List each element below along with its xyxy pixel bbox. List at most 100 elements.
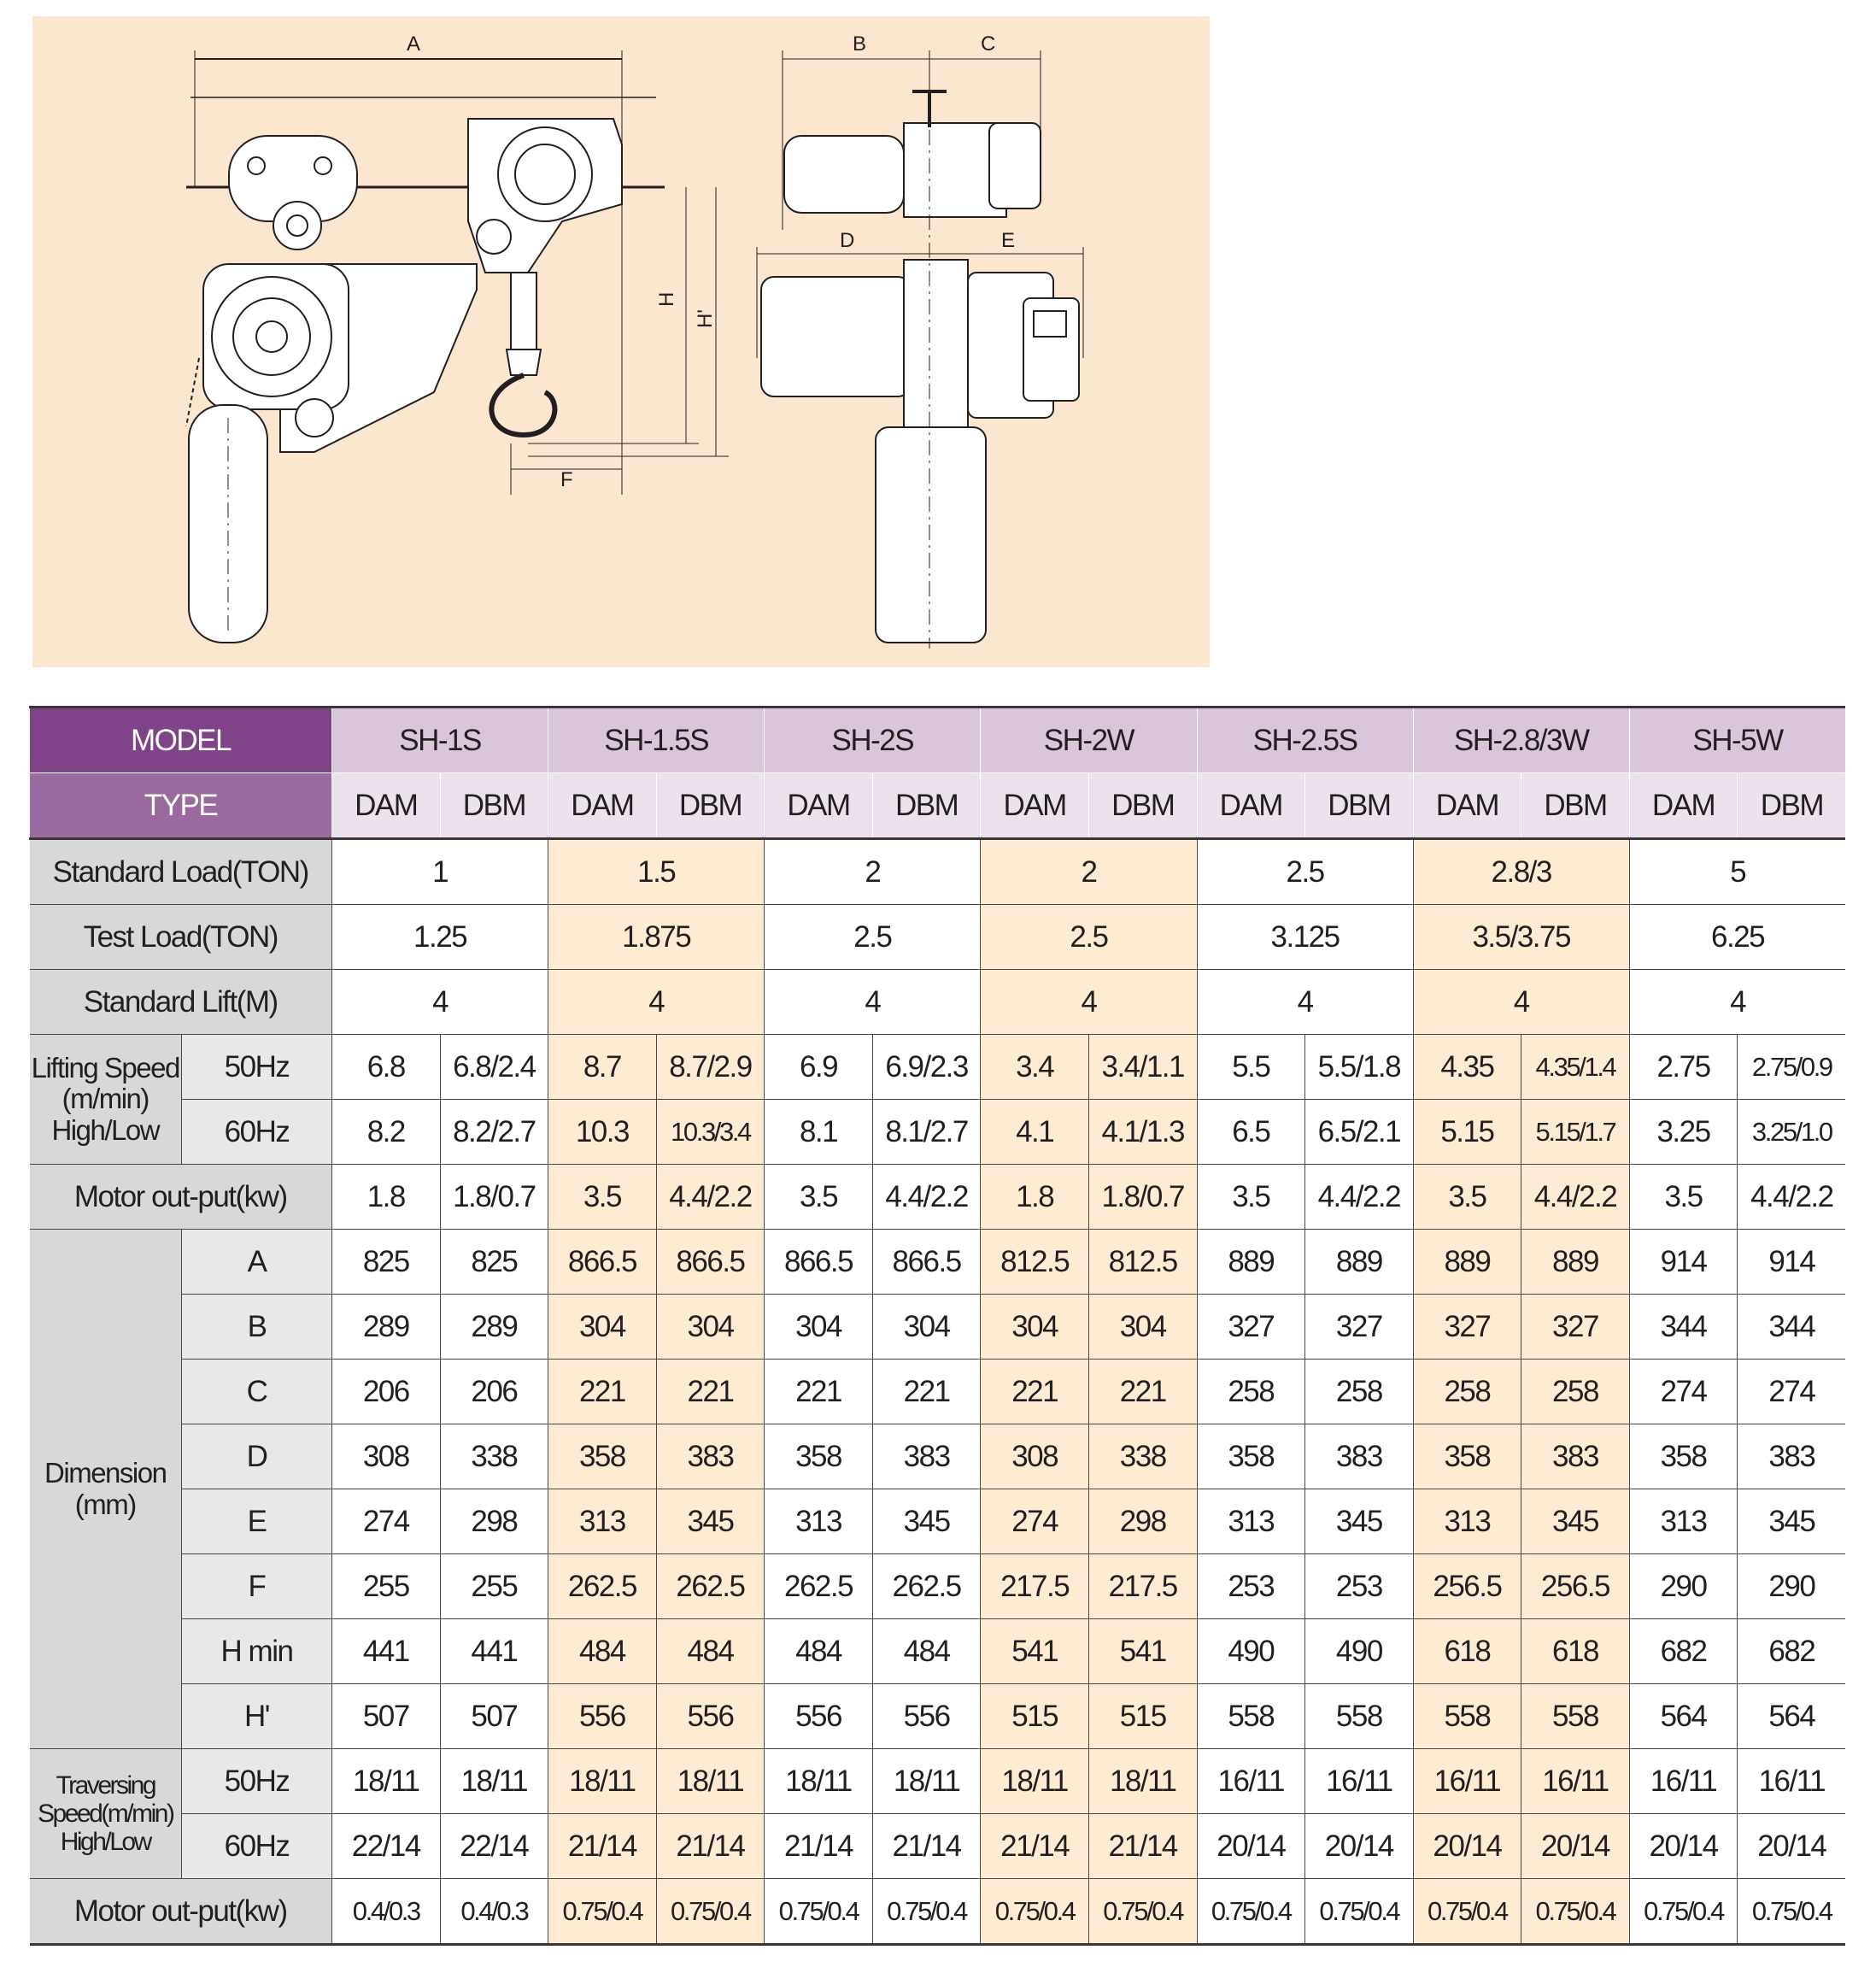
table-cell: 21/14 [548, 1813, 657, 1879]
table-cell: 313 [764, 1489, 873, 1554]
dimension-row: F 255 255 262.5 262.5 262.5 262.5 217.5 217.5 253… [30, 1553, 1846, 1619]
row-label: Standard Load(TON) [29, 838, 332, 905]
table-cell: 358 [1196, 1424, 1306, 1489]
table-cell: 308 [331, 1424, 441, 1489]
table-cell: 490 [1304, 1618, 1414, 1684]
model-name: SH-5W [1628, 707, 1846, 773]
table-cell: 18/11 [655, 1748, 765, 1814]
table-cell: 289 [331, 1294, 441, 1360]
table-cell: 3.4/1.1 [1087, 1034, 1198, 1100]
table-cell: 6.9 [764, 1034, 873, 1100]
table-cell: 383 [1304, 1424, 1414, 1489]
traversing-speed-row: Traversing Speed(m/min) High/Low 50Hz 18/11 1… [29, 1748, 1846, 1879]
dim-label-h-prime: H' [694, 309, 717, 328]
table-cell: 21/14 [980, 1813, 1089, 1879]
table-cell: 541 [980, 1618, 1089, 1684]
table-cell: 4.4/2.2 [655, 1164, 765, 1230]
table-cell: 6.8/2.4 [439, 1034, 549, 1100]
table-cell: 558 [1196, 1683, 1306, 1749]
table-cell: 345 [1304, 1489, 1414, 1554]
table-cell: 3.5 [1628, 1164, 1738, 1230]
table-cell: 345 [655, 1489, 765, 1554]
table-cell: 812.5 [1087, 1229, 1198, 1295]
table-cell: 484 [764, 1618, 873, 1684]
type-dbm: DBM [1521, 772, 1630, 840]
table-cell: 558 [1412, 1683, 1522, 1749]
table-cell: 0.75/0.4 [1628, 1878, 1738, 1945]
table-cell: 221 [980, 1359, 1089, 1424]
spec-row: Standard Load(TON) 1 1.5 2 2 2.5 2.8/3 5 [29, 838, 1846, 905]
traversing-speed-label-line: High/Low [60, 1828, 153, 1856]
table-cell: 4 [764, 969, 982, 1035]
dimension-row: D 308 338 358 383 358 383 308 338 358 383 358 383 358… [30, 1424, 1846, 1489]
table-cell: 6.25 [1628, 904, 1846, 970]
type-dam: DAM [1412, 772, 1522, 840]
table-cell: 2.5 [1196, 838, 1414, 905]
table-cell: 4 [1196, 969, 1414, 1035]
side-view [185, 50, 729, 643]
table-cell: 8.2 [331, 1099, 441, 1165]
table-cell: 345 [1737, 1489, 1846, 1554]
table-cell: 0.75/0.4 [548, 1878, 657, 1945]
table-cell: 18/11 [871, 1748, 982, 1814]
table-cell: 914 [1628, 1229, 1738, 1295]
table-cell: 327 [1412, 1294, 1522, 1360]
table-cell: 556 [871, 1683, 982, 1749]
table-cell: 8.7/2.9 [655, 1034, 765, 1100]
spec-row: Standard Lift(M) 4 4 4 4 4 4 4 [29, 969, 1846, 1035]
table-cell: 274 [331, 1489, 441, 1554]
table-cell: 4.1/1.3 [1087, 1099, 1198, 1165]
table-cell: 441 [439, 1618, 549, 1684]
traversing-speed-row: 60Hz 22/14 22/14 21/14 21/14 21/14 21/14 21/14 2… [30, 1813, 1846, 1879]
table-cell: 3.5/3.75 [1412, 904, 1630, 970]
table-cell: 1.25 [331, 904, 549, 970]
table-cell: 1.8/0.7 [1087, 1164, 1198, 1230]
table-cell: 16/11 [1737, 1748, 1846, 1814]
type-dam: DAM [1628, 772, 1738, 840]
table-cell: 327 [1521, 1294, 1630, 1360]
dimension-key: D [181, 1424, 332, 1489]
type-dbm: DBM [1087, 772, 1198, 840]
dim-label-d: D [840, 229, 854, 252]
dimension-row: H' 507 507 556 556 556 556 515 515 558 558 558 558 56… [30, 1683, 1846, 1749]
table-cell: 490 [1196, 1618, 1306, 1684]
frequency-label: 60Hz [181, 1099, 332, 1165]
table-cell: 2 [764, 838, 982, 905]
table-cell: 4 [331, 969, 549, 1035]
type-dam: DAM [764, 772, 873, 840]
table-cell: 0.75/0.4 [1521, 1878, 1630, 1945]
model-header-row: MODEL SH-1S SH-1.5S SH-2S SH-2W SH-2.5S SH-2.8… [29, 707, 1846, 773]
type-dbm: DBM [655, 772, 765, 840]
table-cell: 21/14 [764, 1813, 873, 1879]
table-cell: 345 [871, 1489, 982, 1554]
dimension-key: C [181, 1359, 332, 1424]
type-dam: DAM [548, 772, 657, 840]
table-cell: 21/14 [1087, 1813, 1198, 1879]
table-cell: 564 [1737, 1683, 1846, 1749]
table-cell: 22/14 [331, 1813, 441, 1879]
table-cell: 18/11 [439, 1748, 549, 1814]
table-cell: 262.5 [655, 1553, 765, 1619]
dimension-row: H min 441 441 484 484 484 484 541 541 490 490 618 61… [30, 1618, 1846, 1684]
table-cell: 304 [764, 1294, 873, 1360]
table-cell: 0.75/0.4 [980, 1878, 1089, 1945]
table-cell: 22/14 [439, 1813, 549, 1879]
table-cell: 5.15/1.7 [1521, 1099, 1630, 1165]
table-cell: 507 [439, 1683, 549, 1749]
table-cell: 866.5 [871, 1229, 982, 1295]
table-cell: 866.5 [548, 1229, 657, 1295]
traversing-speed-label: Traversing Speed(m/min) High/Low [29, 1748, 182, 1879]
type-header-row: TYPE DAM DBM DAM DBM DAM DBM DAM DBM DAM DBM DAM DBM… [29, 772, 1846, 840]
table-cell: 8.1/2.7 [871, 1099, 982, 1165]
spec-row: Test Load(TON) 1.25 1.875 2.5 2.5 3.125 3.5/3.… [29, 904, 1846, 970]
table-cell: 338 [1087, 1424, 1198, 1489]
table-cell: 206 [331, 1359, 441, 1424]
table-cell: 6.9/2.3 [871, 1034, 982, 1100]
hoist-dimension-drawing: A B C D E F H H' [32, 16, 1210, 667]
dim-label-b: B [853, 32, 866, 56]
table-cell: 3.25/1.0 [1737, 1099, 1846, 1165]
table-cell: 304 [1087, 1294, 1198, 1360]
table-cell: 304 [548, 1294, 657, 1360]
table-cell: 16/11 [1521, 1748, 1630, 1814]
dimension-row: B 289 289 304 304 304 304 304 304 327 327 327 327 344… [30, 1294, 1846, 1360]
